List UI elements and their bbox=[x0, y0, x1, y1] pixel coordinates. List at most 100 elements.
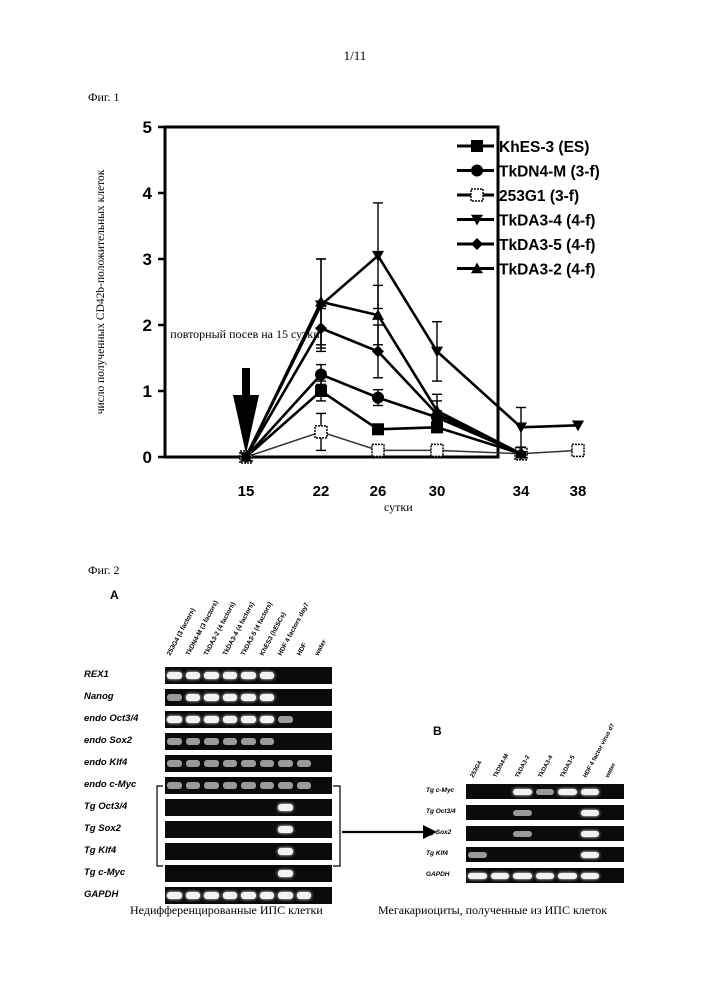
lane-label: TkDA3-2 bbox=[515, 755, 532, 779]
y-axis-label: число полученных CD42b-положительных кле… bbox=[95, 170, 107, 415]
panel-a-caption: Недифференцированные ИПС клетки bbox=[130, 903, 323, 918]
y-axis-label-box: число полученных CD42b-положительных кле… bbox=[92, 127, 110, 457]
gel-row-label: Nanog bbox=[84, 691, 114, 702]
y-tick-label: 0 bbox=[143, 448, 152, 467]
gel-band bbox=[204, 738, 219, 745]
series-line bbox=[246, 328, 521, 457]
lane-label: water bbox=[605, 762, 618, 779]
gel-band bbox=[260, 760, 275, 767]
x-axis-label: сутки bbox=[384, 500, 413, 515]
gel-band bbox=[223, 782, 238, 789]
data-point bbox=[372, 392, 384, 404]
gel-strip bbox=[165, 865, 332, 882]
gel-band bbox=[260, 716, 275, 723]
gel-band bbox=[513, 789, 532, 795]
data-point bbox=[572, 444, 584, 456]
gel-band bbox=[223, 716, 238, 723]
legend-entry: TkDA3-5 (4-f) bbox=[457, 237, 595, 254]
gel-band bbox=[278, 826, 293, 833]
gel-band bbox=[536, 789, 555, 795]
gel-strip bbox=[466, 847, 624, 862]
gel-row-label: Tg c-Myc bbox=[84, 867, 125, 878]
gel-band bbox=[167, 782, 182, 789]
y-tick-label: 2 bbox=[143, 316, 152, 335]
gel-band bbox=[278, 782, 293, 789]
reseed-annotation: повторный посев на 15 сутки bbox=[170, 326, 320, 342]
gel-band bbox=[278, 716, 293, 723]
gel-row-label: endo Oct3/4 bbox=[84, 713, 138, 724]
gel-band bbox=[241, 694, 256, 701]
panel-a-letter: A bbox=[110, 588, 119, 602]
gel-strip bbox=[165, 843, 332, 860]
gel-band bbox=[513, 831, 532, 837]
gel-strip bbox=[165, 799, 332, 816]
gel-band bbox=[167, 738, 182, 745]
gel-band bbox=[558, 789, 577, 795]
legend-entry: TkDA3-4 (4-f) bbox=[457, 213, 595, 230]
gel-band bbox=[260, 672, 275, 679]
panel-b-caption: Мегакариоциты, полученные из ИПС клеток bbox=[378, 903, 607, 918]
gel-row-label: Tg Klf4 bbox=[426, 850, 448, 857]
gel-band bbox=[167, 760, 182, 767]
gel-band bbox=[223, 694, 238, 701]
gel-band bbox=[513, 810, 532, 816]
gel-band bbox=[204, 694, 219, 701]
data-point bbox=[471, 165, 483, 177]
gel-band bbox=[278, 804, 293, 811]
gel-band bbox=[223, 738, 238, 745]
gel-band bbox=[581, 810, 600, 816]
gel-row-label: endo Klf4 bbox=[84, 757, 127, 768]
gel-strip bbox=[165, 821, 332, 838]
marker-open-square bbox=[315, 426, 327, 438]
marker-open-square bbox=[471, 189, 483, 201]
gel-band bbox=[278, 760, 293, 767]
marker-square bbox=[315, 385, 327, 397]
gel-band bbox=[581, 873, 600, 879]
data-point bbox=[471, 140, 483, 152]
gel-band bbox=[186, 672, 201, 679]
lane-label: HDF bbox=[296, 642, 308, 657]
gel-band bbox=[278, 870, 293, 877]
gel-row-label: REX1 bbox=[84, 669, 109, 680]
x-tick-label: 38 bbox=[570, 483, 587, 500]
gel-row-label: Tg Oct3/4 bbox=[426, 808, 456, 815]
y-tick-label: 5 bbox=[143, 118, 152, 137]
gel-band bbox=[558, 873, 577, 879]
gel-band bbox=[186, 716, 201, 723]
lane-label: 253G4 bbox=[470, 760, 484, 779]
gel-band bbox=[204, 892, 219, 899]
reseed-arrow-shaft bbox=[242, 368, 250, 396]
gel-band bbox=[186, 782, 201, 789]
gel-band bbox=[241, 672, 256, 679]
gel-band bbox=[241, 716, 256, 723]
gel-band bbox=[297, 892, 312, 899]
gel-band bbox=[581, 789, 600, 795]
data-point bbox=[315, 426, 327, 438]
x-tick-label: 26 bbox=[370, 483, 387, 500]
gel-band bbox=[241, 738, 256, 745]
x-tick-label: 30 bbox=[429, 483, 446, 500]
gel-band bbox=[297, 760, 312, 767]
gel-row-label: Tg Oct3/4 bbox=[84, 801, 127, 812]
gel-row-label: endo c-Myc bbox=[84, 779, 136, 790]
gel-band bbox=[260, 694, 275, 701]
marker-square bbox=[471, 140, 483, 152]
chart-legend: KhES-3 (ES)TkDN4-M (3-f)253G1 (3-f)TkDA3… bbox=[457, 139, 600, 279]
gel-band bbox=[536, 873, 555, 879]
chart-frame bbox=[165, 127, 498, 457]
gel-band bbox=[260, 782, 275, 789]
gel-band bbox=[204, 672, 219, 679]
gel-band bbox=[223, 672, 238, 679]
y-tick-label: 4 bbox=[143, 184, 153, 203]
marker-open-square bbox=[372, 444, 384, 456]
gel-band bbox=[581, 831, 600, 837]
marker-open-square bbox=[572, 444, 584, 456]
data-point bbox=[315, 385, 327, 397]
gel-band bbox=[167, 672, 182, 679]
legend-entry: TkDA3-2 (4-f) bbox=[457, 262, 595, 279]
gel-band bbox=[204, 760, 219, 767]
gel-band bbox=[241, 760, 256, 767]
legend-entry: KhES-3 (ES) bbox=[457, 139, 589, 156]
gel-band bbox=[204, 782, 219, 789]
data-point bbox=[372, 423, 384, 435]
